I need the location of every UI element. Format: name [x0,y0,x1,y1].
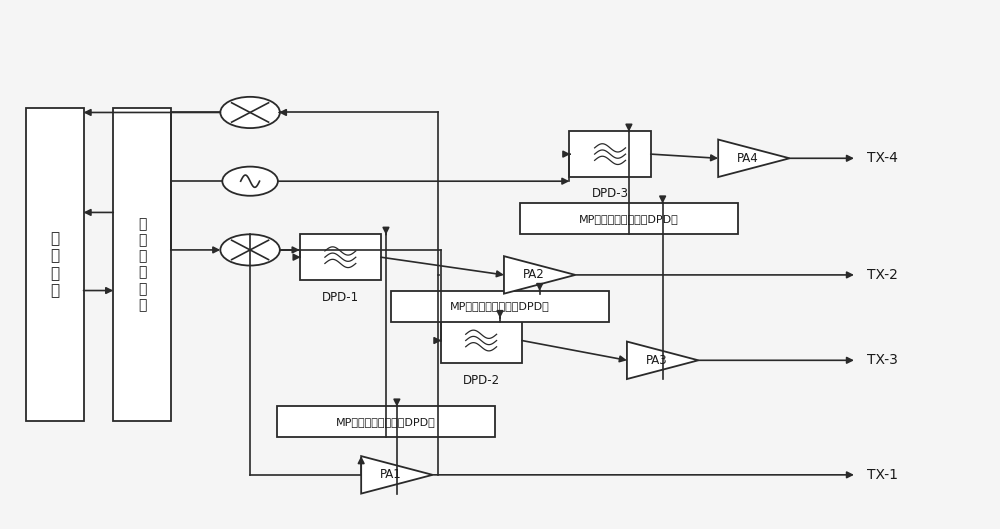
Bar [113,108,171,421]
Text: DPD-1: DPD-1 [322,290,359,304]
Bar [569,131,651,177]
Polygon shape [361,456,433,494]
Text: DPD-3: DPD-3 [592,187,629,200]
Polygon shape [627,342,698,379]
Text: 数
字
中
频: 数 字 中 频 [50,231,59,298]
Text: DPD-2: DPD-2 [463,374,500,387]
Bar [520,203,738,234]
Text: 射
频
收
发
单
元: 射 频 收 发 单 元 [138,217,146,312]
Bar [26,108,84,421]
Bar [441,317,522,363]
Bar [277,406,495,437]
Text: MP记忆多项式算法（DPD）: MP记忆多项式算法（DPD） [336,417,436,427]
Circle shape [220,234,280,266]
Text: TX-2: TX-2 [867,268,898,282]
Text: PA3: PA3 [646,354,668,367]
Text: PA2: PA2 [523,268,545,281]
Text: MP记忆多项式算法（DPD）: MP记忆多项式算法（DPD） [450,301,550,311]
Circle shape [220,97,280,128]
Text: TX-4: TX-4 [867,151,898,165]
Polygon shape [504,256,575,294]
Bar [391,290,609,322]
Circle shape [222,167,278,196]
Text: MP记忆多项式算法（DPD）: MP记忆多项式算法（DPD） [579,214,679,224]
Bar [300,234,381,280]
Text: TX-1: TX-1 [867,468,898,482]
Text: TX-3: TX-3 [867,353,898,367]
Polygon shape [718,140,790,177]
Text: PA1: PA1 [380,468,402,481]
Text: PA4: PA4 [737,152,759,165]
